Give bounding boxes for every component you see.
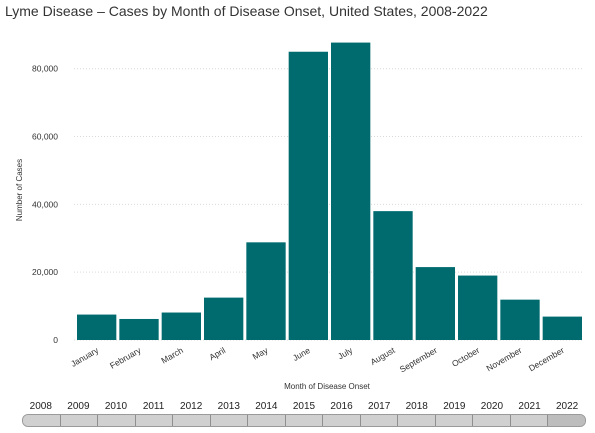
x-tick-label: March (159, 345, 185, 366)
timeline-segment-2010[interactable] (98, 415, 136, 426)
timeline-year-label: 2020 (480, 401, 504, 412)
bar-june[interactable] (288, 51, 328, 340)
timeline-segment-2017[interactable] (360, 415, 399, 426)
timeline-year-label: 2008 (29, 401, 52, 412)
timeline-year-label: 2017 (368, 401, 391, 412)
timeline-year-label: 2022 (555, 401, 579, 412)
bar-july[interactable] (331, 42, 371, 340)
x-tick-label: February (108, 345, 143, 371)
timeline-segment-2018[interactable] (398, 415, 436, 426)
x-tick-label: June (291, 345, 312, 363)
timeline-segment-2022[interactable] (548, 415, 585, 426)
bar-march[interactable] (161, 312, 201, 340)
timeline-segment-2012[interactable] (173, 415, 211, 426)
timeline-year-label: 2018 (405, 401, 428, 412)
y-tick-label: 40,000 (32, 199, 58, 209)
timeline-segment-2009[interactable] (60, 415, 99, 426)
x-axis-ticks: January February March April May June July Augu… (69, 345, 566, 375)
timeline-year-label: 2015 (292, 401, 316, 412)
bar-january[interactable] (77, 314, 117, 340)
x-tick-label: September (398, 345, 439, 375)
bar-november[interactable] (500, 299, 540, 340)
timeline-segment-2019[interactable] (435, 415, 474, 426)
x-tick-label: July (336, 345, 355, 362)
bar-december[interactable] (542, 316, 582, 340)
timeline-year-label: 2011 (142, 401, 165, 412)
timeline-segment-2008[interactable] (23, 415, 61, 426)
x-tick-label: May (251, 345, 271, 362)
timeline-segment-2020[interactable] (473, 415, 511, 426)
bar-september[interactable] (415, 267, 455, 340)
x-tick-label: October (450, 345, 481, 369)
y-axis-ticks: 0 20,000 40,000 60,000 80,000 (32, 64, 58, 345)
timeline-year-label: 2009 (67, 401, 90, 412)
timeline-segment-2013[interactable] (210, 415, 249, 426)
timeline-segment-2021[interactable] (510, 415, 549, 426)
timeline-year-label: 2021 (518, 401, 541, 412)
bar-october[interactable] (458, 275, 498, 340)
x-tick-label: August (369, 345, 397, 367)
y-tick-label: 20,000 (32, 267, 58, 277)
x-tick-label: January (69, 345, 101, 369)
timeline-segment-2016[interactable] (323, 415, 361, 426)
year-timeline-labels: 2008 2009 2010 2011 2012 2013 2014 2015 2016 2017… (22, 401, 586, 413)
bar-april[interactable] (204, 297, 244, 340)
year-timeline-slider[interactable] (22, 414, 586, 427)
timeline-segment-2011[interactable] (135, 415, 174, 426)
y-axis-label: Number of Cases (15, 159, 24, 221)
timeline-segment-2015[interactable] (285, 415, 324, 426)
timeline-year-label: 2013 (217, 401, 240, 412)
bars (77, 42, 582, 340)
x-tick-label: April (207, 345, 227, 362)
y-tick-label: 0 (53, 335, 58, 345)
x-axis-label: Month of Disease Onset (284, 382, 371, 391)
y-tick-label: 60,000 (32, 132, 58, 142)
bar-chart: 0 20,000 40,000 60,000 80,000 January Februar… (15, 42, 582, 391)
timeline-year-label: 2010 (104, 401, 128, 412)
timeline-year-label: 2012 (180, 401, 203, 412)
x-tick-label: December (527, 345, 566, 373)
bar-february[interactable] (119, 318, 159, 340)
timeline-year-label: 2019 (443, 401, 466, 412)
bar-may[interactable] (246, 242, 286, 340)
timeline-segment-2014[interactable] (248, 415, 286, 426)
bar-august[interactable] (373, 211, 413, 340)
timeline-year-label: 2014 (255, 401, 278, 412)
y-tick-label: 80,000 (32, 64, 58, 74)
timeline-year-label: 2016 (330, 401, 353, 412)
x-tick-label: November (485, 345, 524, 373)
chart-title: Lyme Disease – Cases by Month of Disease… (5, 3, 488, 19)
